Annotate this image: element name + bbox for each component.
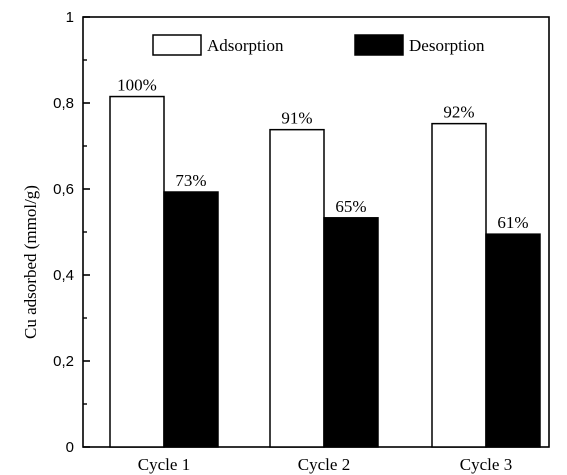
legend-label-adsorption: Adsorption (207, 36, 284, 55)
bar-adsorption-cycle-2 (269, 128, 325, 448)
x-tick-label: Cycle 1 (138, 455, 190, 474)
bars (109, 95, 541, 448)
legend: Adsorption Desorption (152, 34, 485, 56)
y-tick-label: 0,4 (53, 267, 74, 284)
y-tick-label: 0,6 (53, 181, 74, 198)
data-label: 73% (175, 171, 206, 190)
bar-adsorption-cycle-1 (109, 95, 165, 448)
y-tick-label: 0 (66, 439, 74, 456)
bar-adsorption-cycle-3 (431, 122, 487, 448)
data-labels: 100% 73% 91% 65% 92% 61% (117, 76, 528, 233)
x-tick-label: Cycle 3 (460, 455, 512, 474)
bar-desorption-cycle-2 (323, 217, 379, 448)
data-label: 91% (281, 109, 312, 128)
legend-label-desorption: Desorption (409, 36, 485, 55)
legend-swatch-adsorption (152, 34, 202, 56)
legend-swatch-desorption (354, 34, 404, 56)
bar-desorption-cycle-3 (485, 233, 541, 448)
data-label: 92% (443, 103, 474, 122)
y-tick-label: 1 (66, 9, 74, 26)
data-label: 100% (117, 76, 157, 95)
y-tick-label: 0,8 (53, 95, 74, 112)
data-label: 65% (335, 197, 366, 216)
data-label: 61% (497, 213, 528, 232)
y-axis-label: Cu adsorbed (mmol/g) (21, 185, 40, 339)
y-tick-label: 0,2 (53, 353, 74, 370)
bar-desorption-cycle-1 (163, 191, 219, 448)
x-tick-label: Cycle 2 (298, 455, 350, 474)
